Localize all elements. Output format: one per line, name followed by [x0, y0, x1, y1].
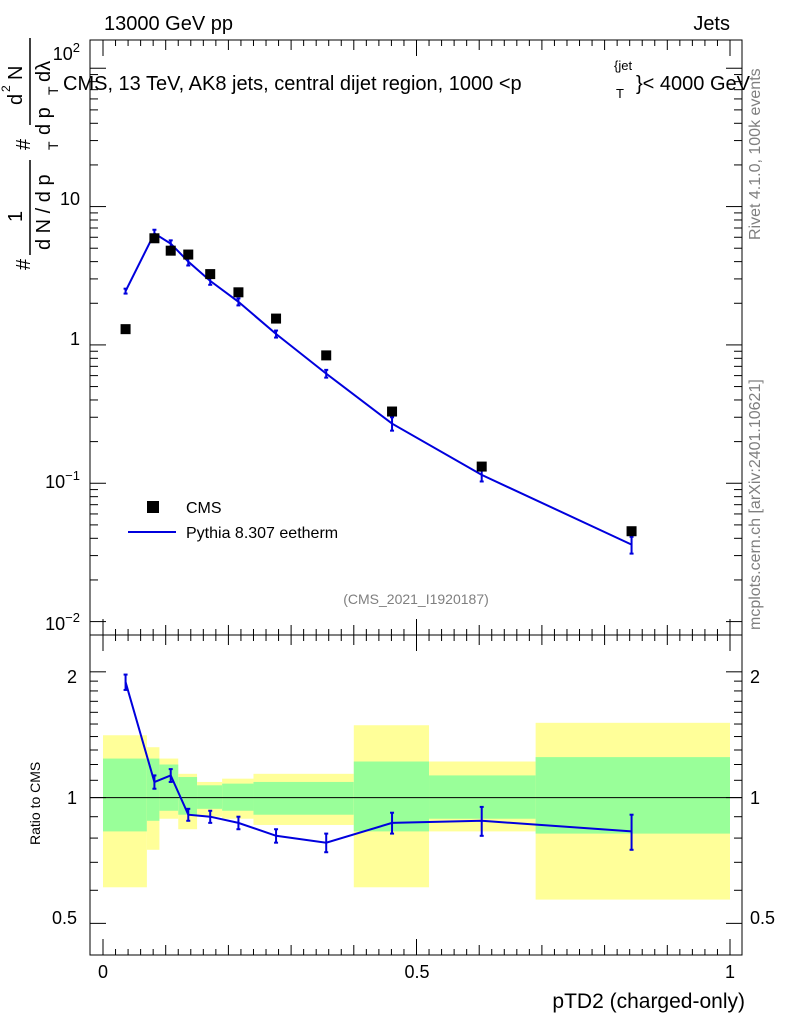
ylabel-t-sub-1: T [45, 141, 61, 150]
cms-point-8 [387, 406, 398, 417]
title-t-subscript: T [616, 86, 624, 101]
ylabel-dn-dpt: d N / d p [33, 174, 55, 250]
pythia-line [124, 231, 633, 546]
axis-ticks [90, 40, 742, 955]
cms-point-6 [271, 313, 282, 324]
xtick-label-0.5: 0.5 [404, 962, 429, 982]
main-plot-data [120, 228, 637, 555]
green-band-3 [178, 777, 198, 815]
ytick-label-0.1: 10−1 [45, 468, 80, 492]
x-axis-label: pTD2 (charged-only) [552, 990, 745, 1013]
mcplots-label: mcplots.cern.ch [arXiv:2401.10621] [747, 379, 764, 630]
cms-point-2 [165, 245, 176, 256]
header-category-label: Jets [693, 13, 730, 35]
green-band-4 [197, 785, 223, 809]
ytick-label-10: 10 [60, 189, 80, 209]
header-beam-label: 13000 GeV pp [104, 13, 233, 35]
green-band-6 [253, 781, 354, 815]
xtick-label-0: 0 [98, 962, 108, 982]
ytick-label-1: 1 [70, 329, 80, 349]
xtick-label-1: 1 [725, 962, 735, 982]
ylabel-hash-1: # [13, 258, 35, 270]
rivet-version-label: Rivet 4.1.0, 100k events [747, 68, 764, 240]
green-band-9 [535, 757, 730, 834]
cms-point-10 [626, 526, 637, 537]
main-plot-frame [89, 39, 743, 636]
ylabel-hash-2: # [13, 138, 35, 150]
ylabel-dpt: d p [33, 107, 55, 135]
ylabel-squared: 2 [0, 85, 13, 92]
ratio-ytick-left-1: 1 [67, 788, 77, 808]
ytick-label-100: 102 [53, 40, 80, 64]
cms-point-1 [149, 233, 160, 244]
ylabel-t-sub-2: T [45, 86, 61, 95]
legend-pythia-label: Pythia 8.307 eetherm [186, 525, 338, 542]
legend-cms-marker [147, 501, 159, 513]
ratio-uncertainty-bands [103, 722, 730, 900]
cms-point-0 [120, 324, 131, 335]
ratio-ytick-right-0.5: 0.5 [750, 908, 775, 928]
cms-point-3 [183, 249, 194, 260]
legend: CMS Pythia 8.307 eetherm [128, 500, 338, 542]
green-band-2 [159, 764, 179, 811]
main-title: CMS, 13 TeV, AK8 jets, central dijet reg… [63, 73, 522, 95]
title-tail: }< 4000 GeV [636, 73, 751, 95]
cms-point-4 [205, 269, 216, 280]
ylabel-one: 1 [5, 211, 27, 222]
legend-cms-label: CMS [186, 500, 222, 517]
cms-point-9 [476, 461, 487, 472]
ratio-ytick-right-2: 2 [750, 667, 760, 687]
ratio-y-axis-label: Ratio to CMS [27, 762, 43, 845]
ylabel-n: N [5, 66, 27, 80]
ratio-ytick-left-0.5: 0.5 [52, 908, 77, 928]
title-jet-superscript: {jet [614, 58, 632, 73]
ylabel-d-lambda: dλ [33, 61, 55, 82]
ylabel-d: d [5, 94, 27, 105]
cms-point-7 [321, 350, 332, 361]
cms-point-5 [233, 287, 244, 298]
green-band-0 [103, 758, 147, 832]
main-y-tick-labels: 102 10 1 10−1 10−2 [45, 40, 80, 634]
main-y-axis-label: # 1 d N / d p T # d N 2 d p T dλ [0, 38, 61, 270]
ytick-label-0.01: 10−2 [45, 610, 80, 634]
ratio-ytick-right-1: 1 [750, 788, 760, 808]
ratio-plot-data [90, 673, 742, 854]
analysis-watermark: (CMS_2021_I1920187) [343, 591, 489, 607]
ratio-ytick-left-2: 2 [67, 667, 77, 687]
